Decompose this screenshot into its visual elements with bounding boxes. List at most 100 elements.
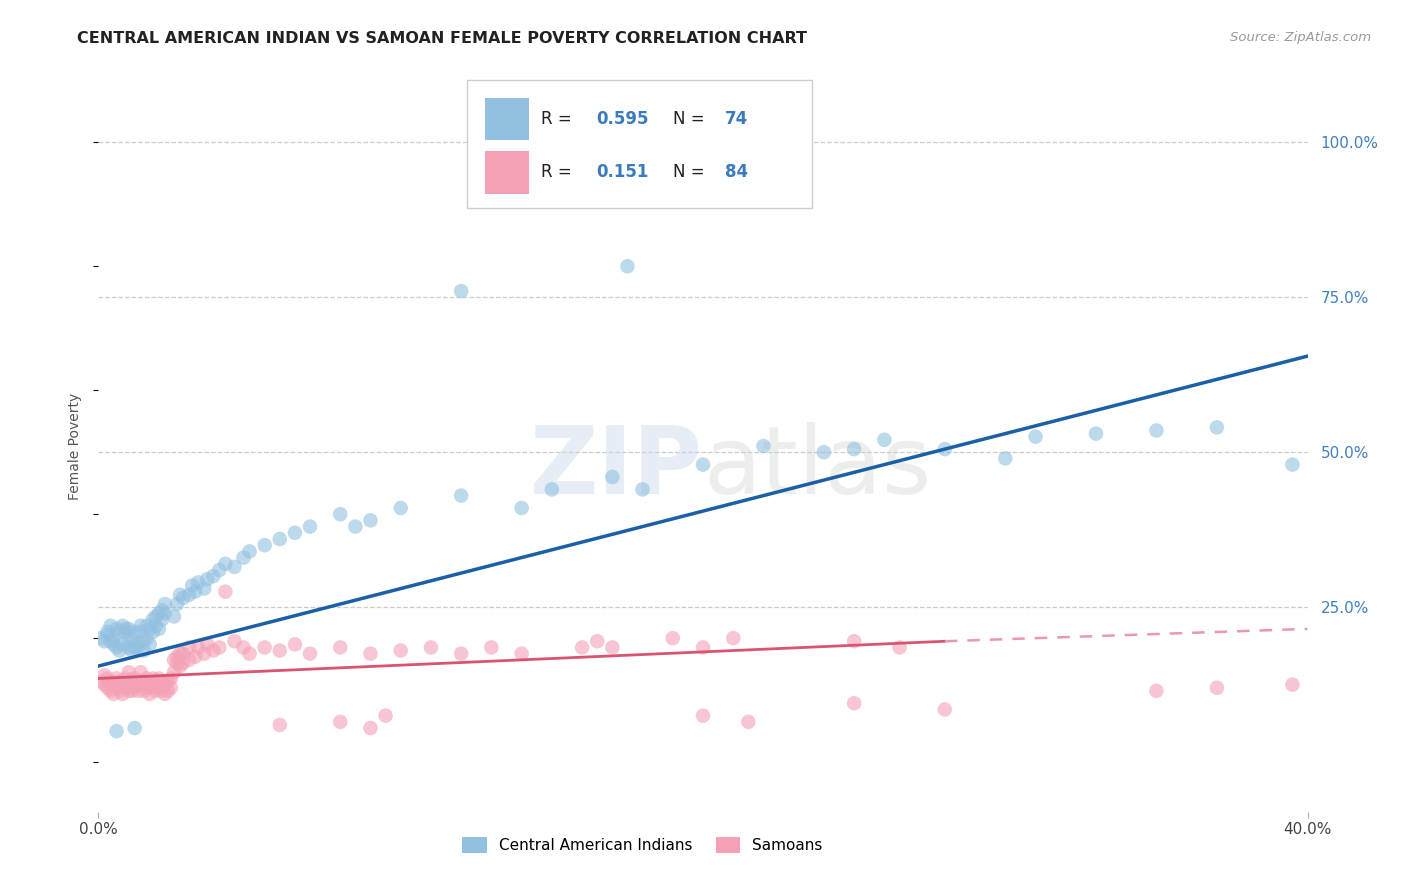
Point [90,674,112,689]
Point [1281,678,1303,692]
Text: 74: 74 [724,110,748,128]
Point [299,519,322,533]
Point [873,433,896,447]
Point [135,619,157,633]
Point [510,647,533,661]
Point [132,634,155,648]
Point [129,619,152,633]
Point [93,634,115,648]
Point [121,643,143,657]
Point [139,687,162,701]
Text: 0.151: 0.151 [596,163,650,181]
Point [889,640,911,655]
Text: N =: N = [672,163,710,181]
Point [108,643,131,657]
Point [179,640,201,655]
Point [160,672,183,686]
Point [329,714,352,729]
Point [121,683,143,698]
Point [187,640,209,655]
Point [96,672,118,686]
Point [118,622,141,636]
Point [692,640,714,655]
Point [156,683,179,698]
Point [195,637,218,651]
Point [145,609,167,624]
Point [1281,458,1303,472]
Point [214,557,236,571]
Point [111,687,134,701]
Point [360,647,382,661]
Point [510,500,533,515]
Text: R =: R = [541,110,576,128]
Point [111,678,134,692]
Point [139,637,162,651]
Point [844,442,866,456]
Point [135,672,157,686]
Point [96,628,118,642]
Point [118,640,141,655]
Point [389,500,412,515]
Point [214,584,236,599]
Point [169,647,191,661]
Point [118,674,141,689]
Point [105,672,128,686]
Point [163,609,186,624]
Point [166,597,188,611]
Point [329,507,352,521]
Point [100,634,122,648]
Point [100,619,122,633]
Point [105,622,128,636]
Point [737,714,759,729]
Text: 84: 84 [724,163,748,181]
Point [1024,430,1046,444]
Point [450,284,472,298]
Point [586,634,609,648]
Point [132,683,155,698]
Point [139,622,162,636]
Point [169,659,191,673]
Point [145,683,167,698]
Point [253,640,276,655]
Point [127,683,149,698]
Point [108,624,131,639]
Point [105,640,128,655]
Point [389,643,412,657]
Point [169,588,191,602]
Point [103,637,125,651]
Point [163,653,186,667]
Point [142,613,165,627]
Point [124,672,146,686]
Point [450,489,472,503]
Point [124,681,146,695]
Point [150,603,173,617]
Point [420,640,443,655]
Point [631,483,654,497]
Text: N =: N = [672,110,710,128]
Point [153,687,176,701]
Point [96,681,118,695]
Point [118,683,141,698]
Point [142,681,165,695]
FancyBboxPatch shape [467,80,811,209]
Point [139,678,162,692]
Point [571,640,593,655]
Point [602,470,624,484]
Point [344,519,367,533]
Point [135,681,157,695]
Point [114,624,136,639]
Point [105,681,128,695]
Point [202,569,225,583]
Point [1144,424,1167,438]
Bar [485,98,529,140]
Point [813,445,835,459]
Point [172,647,194,661]
Point [163,665,186,680]
Point [153,607,176,621]
Point [153,597,176,611]
Bar [485,152,529,194]
Point [105,724,128,739]
Point [284,525,307,540]
Point [284,637,307,651]
Point [156,674,179,689]
